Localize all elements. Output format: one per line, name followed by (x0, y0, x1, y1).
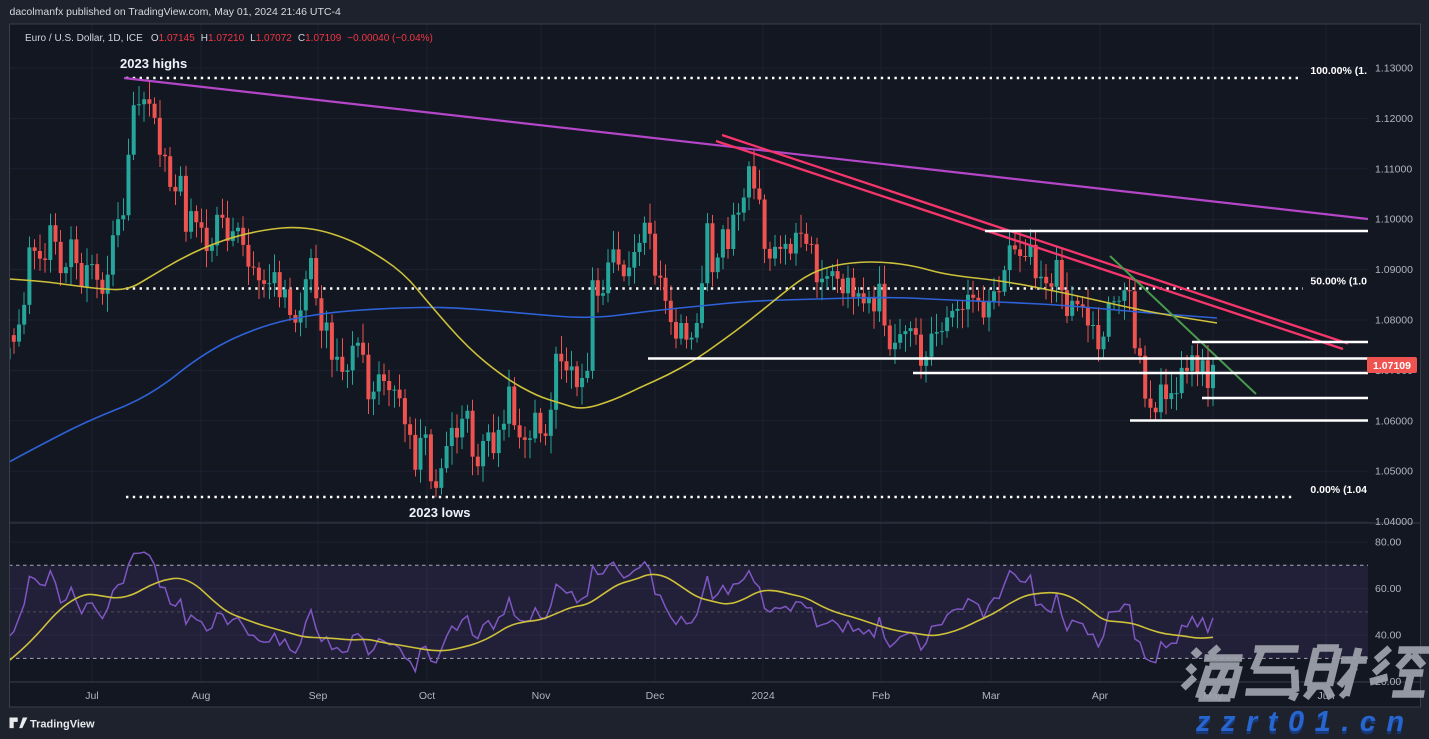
svg-text:1.09000: 1.09000 (1375, 264, 1413, 276)
svg-text:1.10000: 1.10000 (1375, 214, 1413, 226)
svg-text:2023 highs: 2023 highs (120, 56, 187, 71)
svg-text:1.13000: 1.13000 (1375, 63, 1413, 75)
svg-text:Aug: Aug (192, 690, 211, 702)
svg-text:Feb: Feb (872, 690, 890, 702)
svg-text:40.00: 40.00 (1375, 630, 1401, 642)
svg-text:1.11000: 1.11000 (1375, 163, 1412, 175)
svg-text:1.08000: 1.08000 (1375, 315, 1413, 327)
svg-text:Dec: Dec (646, 690, 665, 702)
svg-text:zzrt01.cn: zzrt01.cn (1195, 706, 1415, 738)
svg-text:1.07109: 1.07109 (1373, 360, 1411, 372)
svg-text:50.00% (1.0: 50.00% (1.0 (1310, 276, 1367, 288)
svg-text:1.05000: 1.05000 (1375, 466, 1413, 478)
svg-text:Nov: Nov (532, 690, 551, 702)
svg-text:Sep: Sep (309, 690, 328, 702)
svg-text:60.00: 60.00 (1375, 583, 1401, 595)
svg-text:dacolmanfx published on Tradin: dacolmanfx published on TradingView.com,… (10, 6, 341, 18)
svg-text:Oct: Oct (419, 690, 435, 702)
svg-text:Jul: Jul (85, 690, 98, 702)
svg-text:TradingView: TradingView (30, 719, 95, 731)
svg-text:2024: 2024 (751, 690, 775, 702)
svg-text:100.00% (1.: 100.00% (1. (1310, 65, 1367, 77)
svg-text:2023 lows: 2023 lows (409, 505, 470, 520)
svg-text:0.00% (1.04: 0.00% (1.04 (1310, 484, 1367, 496)
svg-text:1.12000: 1.12000 (1375, 113, 1413, 125)
svg-text:Apr: Apr (1092, 690, 1109, 702)
svg-text:80.00: 80.00 (1375, 537, 1401, 549)
svg-text:1.04000: 1.04000 (1375, 516, 1413, 528)
svg-text:1.06000: 1.06000 (1375, 415, 1413, 427)
svg-text:zzrt01.cn: zzrt01.cn (1195, 709, 1415, 739)
svg-text:Mar: Mar (982, 690, 1001, 702)
